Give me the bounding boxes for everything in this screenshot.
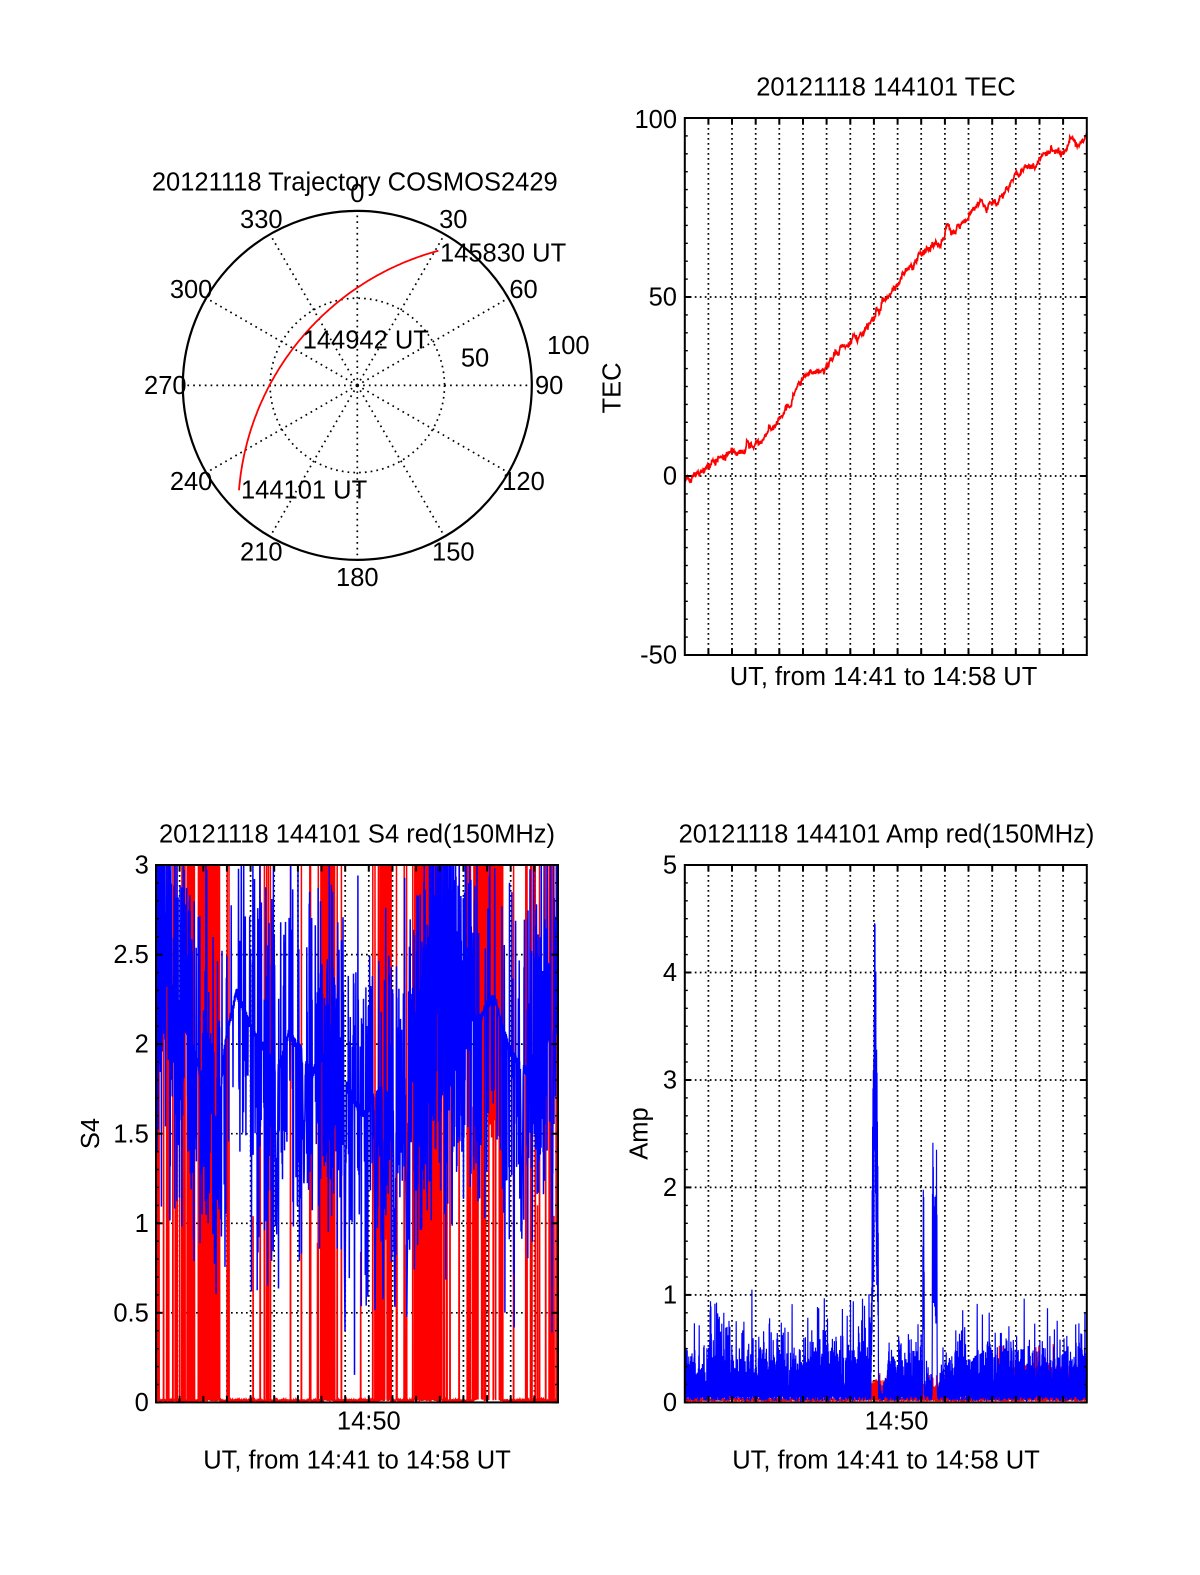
svg-text:-50: -50 [640,641,677,669]
svg-text:2: 2 [663,1174,677,1202]
svg-text:100: 100 [634,106,677,134]
svg-text:20121118 144101 S4 red(150MHz): 20121118 144101 S4 red(150MHz) [159,821,555,849]
svg-text:330: 330 [240,206,283,234]
svg-text:UT, from 14:41 to 14:58 UT: UT, from 14:41 to 14:58 UT [203,1447,511,1475]
svg-text:0: 0 [663,462,677,490]
svg-text:240: 240 [170,468,213,496]
svg-text:145830 UT: 145830 UT [440,239,566,267]
svg-text:3: 3 [663,1067,677,1095]
svg-text:50: 50 [461,345,489,373]
svg-text:120: 120 [502,468,545,496]
svg-text:300: 300 [170,276,213,304]
svg-text:UT, from 14:41 to 14:58 UT: UT, from 14:41 to 14:58 UT [732,1447,1040,1475]
svg-text:144942 UT: 144942 UT [303,326,429,354]
svg-text:TEC: TEC [599,363,627,414]
svg-text:0: 0 [135,1389,149,1417]
svg-text:3: 3 [135,852,149,880]
svg-text:S4: S4 [77,1118,105,1149]
svg-text:50: 50 [649,284,677,312]
svg-text:60: 60 [509,276,537,304]
svg-text:180: 180 [336,564,379,592]
svg-text:150: 150 [432,538,475,566]
svg-text:20121118 144101 Amp red(150MHz: 20121118 144101 Amp red(150MHz) [679,821,1095,849]
svg-text:0: 0 [663,1389,677,1417]
svg-text:5: 5 [663,852,677,880]
svg-text:0: 0 [350,180,364,208]
svg-text:14:50: 14:50 [865,1408,929,1436]
svg-text:2.5: 2.5 [113,941,148,969]
svg-text:144101 UT: 144101 UT [241,477,367,505]
svg-text:100: 100 [547,332,590,360]
svg-text:270: 270 [144,372,187,400]
svg-text:14:50: 14:50 [337,1408,401,1436]
svg-text:90: 90 [535,372,563,400]
svg-text:UT, from 14:41 to 14:58 UT: UT, from 14:41 to 14:58 UT [730,663,1038,691]
svg-text:210: 210 [240,538,283,566]
svg-text:1.5: 1.5 [113,1120,148,1148]
svg-text:1: 1 [663,1282,677,1310]
svg-text:30: 30 [439,206,467,234]
svg-text:20121118 144101 TEC: 20121118 144101 TEC [756,74,1015,102]
svg-text:20121118 Trajectory COSMOS2429: 20121118 Trajectory COSMOS2429 [152,169,558,197]
svg-text:0.5: 0.5 [113,1299,148,1327]
svg-text:4: 4 [663,959,677,987]
svg-text:Amp: Amp [626,1107,654,1159]
svg-text:1: 1 [135,1210,149,1238]
svg-text:2: 2 [135,1031,149,1059]
